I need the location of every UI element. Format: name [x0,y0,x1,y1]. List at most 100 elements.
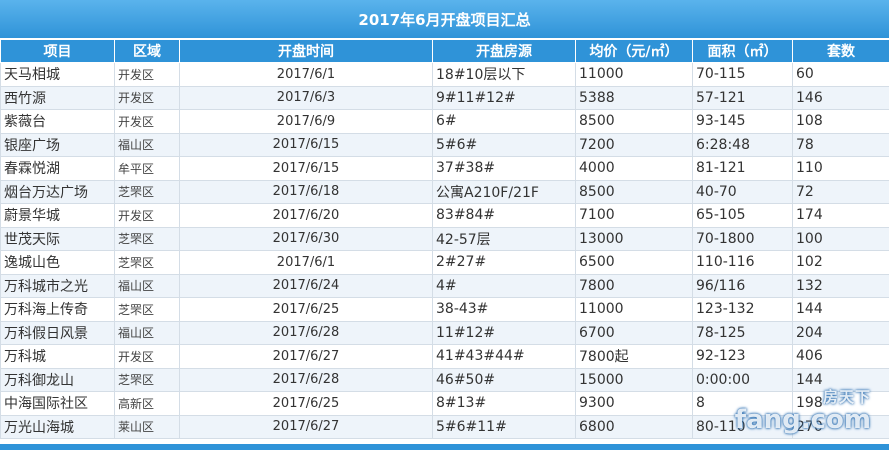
table-row: 万科城 开发区 2017/6/27 41#43#44# 7800起 92-123 406 [0,344,889,369]
cell-project: 烟台万达广场 [0,179,115,204]
cell-unit-count: 270 [792,414,889,439]
cell-area: 8 [692,391,793,416]
cell-project: 中海国际社区 [0,391,115,416]
cell-units-released: 公寓A210F/21F [432,179,576,204]
cell-avg-price: 7100 [575,203,693,228]
cell-unit-count: 110 [792,156,889,181]
table-row: 烟台万达广场 芝罘区 2017/6/18 公寓A210F/21F 8500 40-70 72 [0,179,889,204]
cell-area: 81-121 [692,156,793,181]
cell-project: 春霖悦湖 [0,156,115,181]
cell-avg-price: 4000 [575,156,693,181]
table-row: 蔚景华城 开发区 2017/6/20 83#84# 7100 65-105 174 [0,203,889,228]
header-project: 项目 [0,39,115,63]
cell-units-released: 37#38# [432,156,576,181]
cell-units-released: 46#50# [432,367,576,392]
cell-avg-price: 9300 [575,391,693,416]
cell-district: 开发区 [114,62,180,87]
cell-area: 123-132 [692,297,793,322]
cell-district: 开发区 [114,85,180,110]
cell-avg-price: 6800 [575,414,693,439]
cell-unit-count: 78 [792,132,889,157]
header-unit-count: 套数 [792,39,889,63]
cell-open-date: 2017/6/27 [179,344,433,369]
cell-units-released: 18#10层以下 [432,62,576,87]
cell-units-released: 42-57层 [432,226,576,251]
cell-unit-count: 204 [792,320,889,345]
cell-avg-price: 7800起 [575,344,693,369]
header-row: 项目 区域 开盘时间 开盘房源 均价（元/㎡） 面积（㎡） 套数 [0,39,889,63]
cell-district: 芝罘区 [114,297,180,322]
cell-avg-price: 6500 [575,250,693,275]
cell-area: 110-116 [692,250,793,275]
cell-project: 银座广场 [0,132,115,157]
cell-open-date: 2017/6/25 [179,297,433,322]
cell-district: 芝罘区 [114,226,180,251]
table-row: 万科御龙山 芝罘区 2017/6/28 46#50# 15000 0:00:00 144 [0,367,889,392]
table-title: 2017年6月开盘项目汇总 [0,0,889,39]
cell-project: 蔚景华城 [0,203,115,228]
cell-open-date: 2017/6/1 [179,62,433,87]
cell-project: 万科城 [0,344,115,369]
cell-area: 96/116 [692,273,793,298]
cell-unit-count: 72 [792,179,889,204]
cell-area: 70-115 [692,62,793,87]
cell-open-date: 2017/6/20 [179,203,433,228]
cell-unit-count: 144 [792,297,889,322]
cell-unit-count: 198 [792,391,889,416]
cell-open-date: 2017/6/28 [179,367,433,392]
cell-project: 紫薇台 [0,109,115,134]
cell-project: 世茂天际 [0,226,115,251]
cell-district: 芝罘区 [114,179,180,204]
cell-area: 0:00:00 [692,367,793,392]
table-row: 逸城山色 芝罘区 2017/6/1 2#27# 6500 110-116 102 [0,250,889,275]
cell-project: 万科御龙山 [0,367,115,392]
cell-open-date: 2017/6/1 [179,250,433,275]
cell-unit-count: 406 [792,344,889,369]
table-row: 中海国际社区 高新区 2017/6/25 8#13# 9300 8 198 [0,391,889,416]
cell-open-date: 2017/6/9 [179,109,433,134]
cell-open-date: 2017/6/15 [179,132,433,157]
cell-area: 70-1800 [692,226,793,251]
cell-unit-count: 144 [792,367,889,392]
table-row: 天马相城 开发区 2017/6/1 18#10层以下 11000 70-115 60 [0,62,889,87]
cell-area: 40-70 [692,179,793,204]
cell-district: 福山区 [114,132,180,157]
table-row: 万科海上传奇 芝罘区 2017/6/25 38-43# 11000 123-132 144 [0,297,889,322]
cell-units-released: 2#27# [432,250,576,275]
cell-units-released: 5#6#11# [432,414,576,439]
cell-project: 天马相城 [0,62,115,87]
cell-open-date: 2017/6/25 [179,391,433,416]
cell-units-released: 41#43#44# [432,344,576,369]
cell-units-released: 8#13# [432,391,576,416]
cell-unit-count: 132 [792,273,889,298]
header-open-date: 开盘时间 [179,39,433,63]
cell-district: 莱山区 [114,414,180,439]
cell-area: 6:28:48 [692,132,793,157]
cell-open-date: 2017/6/27 [179,414,433,439]
cell-district: 福山区 [114,273,180,298]
cell-avg-price: 6700 [575,320,693,345]
cell-area: 78-125 [692,320,793,345]
cell-open-date: 2017/6/15 [179,156,433,181]
cell-area: 92-123 [692,344,793,369]
cell-open-date: 2017/6/30 [179,226,433,251]
cell-project: 万光山海城 [0,414,115,439]
cell-avg-price: 7200 [575,132,693,157]
cell-district: 开发区 [114,344,180,369]
cell-unit-count: 108 [792,109,889,134]
cell-project: 万科海上传奇 [0,297,115,322]
projects-table: 项目 区域 开盘时间 开盘房源 均价（元/㎡） 面积（㎡） 套数 天马相城 开发区… [0,39,889,439]
cell-avg-price: 7800 [575,273,693,298]
cell-unit-count: 174 [792,203,889,228]
cell-units-released: 5#6# [432,132,576,157]
cell-district: 开发区 [114,203,180,228]
cell-open-date: 2017/6/28 [179,320,433,345]
table-row: 万科城市之光 福山区 2017/6/24 4# 7800 96/116 132 [0,273,889,298]
cell-avg-price: 8500 [575,109,693,134]
cell-avg-price: 11000 [575,297,693,322]
cell-open-date: 2017/6/3 [179,85,433,110]
cell-district: 福山区 [114,320,180,345]
table-row: 万科假日风景 福山区 2017/6/28 11#12# 6700 78-125 204 [0,320,889,345]
cell-unit-count: 60 [792,62,889,87]
cell-district: 牟平区 [114,156,180,181]
